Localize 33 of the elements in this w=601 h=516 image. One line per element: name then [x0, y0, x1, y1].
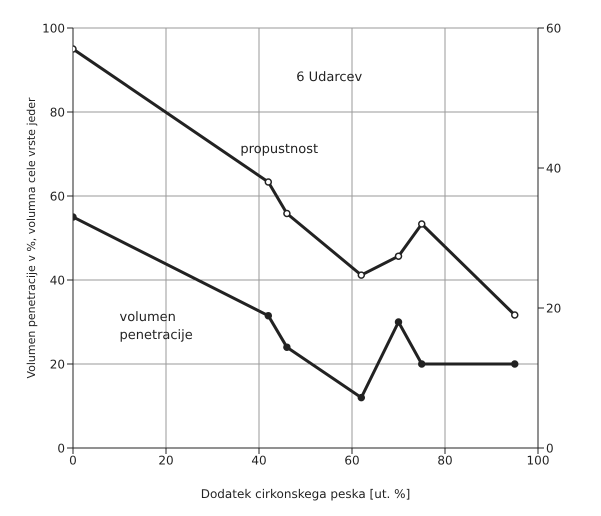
x-tick-label: 100 — [526, 454, 550, 468]
x-tick-label: 0 — [69, 454, 77, 468]
text: volumen penetracije — [120, 309, 194, 346]
point — [511, 360, 518, 368]
point — [283, 343, 291, 351]
y-tick-label: 100 — [42, 21, 65, 36]
point — [394, 318, 402, 326]
annotation: 6 Udarcev — [296, 70, 362, 85]
point — [418, 360, 426, 368]
y-tick-label: 0 — [57, 441, 65, 456]
x-tick-label: 40 — [251, 454, 267, 468]
point — [418, 220, 426, 228]
point — [264, 178, 272, 186]
y2-tick-label: 20 — [546, 301, 562, 316]
y2-tick-label: 40 — [546, 161, 562, 176]
y-tick-label: 80 — [50, 105, 65, 120]
point — [283, 210, 291, 218]
y-tick-label: 20 — [50, 357, 65, 372]
y-tick-label: 60 — [50, 189, 65, 204]
y2-tick-label: 60 — [546, 21, 562, 36]
y2-tick-label: 0 — [546, 441, 554, 456]
x-tick-label: 60 — [344, 454, 360, 468]
y-axis-title: Volumen penetracije v %, volumna cele vrste jeder — [24, 96, 38, 379]
series-label: propustnost — [240, 141, 320, 160]
point — [511, 311, 518, 319]
point — [264, 312, 272, 320]
x-tick-label: 20 — [158, 454, 174, 468]
point — [358, 271, 366, 279]
y-tick-label: 40 — [50, 273, 65, 288]
x-axis-title: Dodatek cirkonskega peska [ut. %] — [200, 487, 410, 501]
x-tick-label: 80 — [437, 454, 453, 468]
point — [358, 394, 366, 402]
point — [394, 252, 402, 260]
